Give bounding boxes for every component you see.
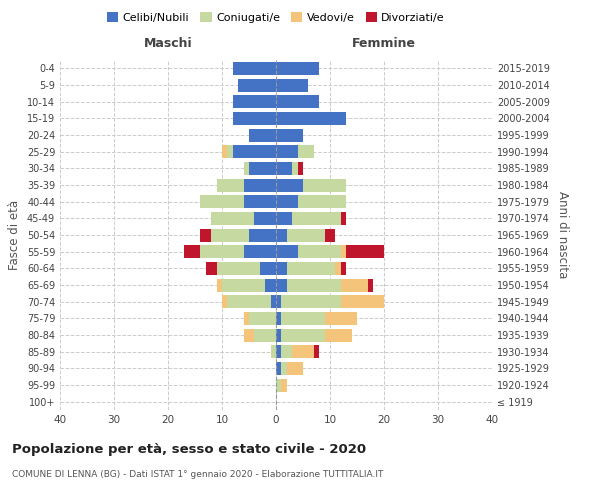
Bar <box>276 262 287 275</box>
Bar <box>276 78 308 92</box>
Bar <box>292 212 341 225</box>
Bar <box>254 212 276 225</box>
Text: COMUNE DI LENNA (BG) - Dati ISTAT 1° gennaio 2020 - Elaborazione TUTTITALIA.IT: COMUNE DI LENNA (BG) - Dati ISTAT 1° gen… <box>12 470 383 479</box>
Bar <box>233 62 276 75</box>
Bar <box>368 278 373 291</box>
Bar <box>265 278 276 291</box>
Bar <box>184 245 200 258</box>
Bar <box>281 345 292 358</box>
Bar <box>341 278 368 291</box>
Bar <box>244 162 249 175</box>
Bar <box>244 178 276 192</box>
Bar <box>276 278 287 291</box>
Text: Popolazione per età, sesso e stato civile - 2020: Popolazione per età, sesso e stato civil… <box>12 442 366 456</box>
Bar <box>276 212 292 225</box>
Bar <box>281 312 325 325</box>
Legend: Celibi/Nubili, Coniugati/e, Vedovi/e, Divorziati/e: Celibi/Nubili, Coniugati/e, Vedovi/e, Di… <box>103 8 449 28</box>
Bar <box>244 245 276 258</box>
Bar <box>276 245 298 258</box>
Bar <box>287 228 325 241</box>
Bar <box>292 345 314 358</box>
Bar <box>222 145 227 158</box>
Bar <box>325 228 335 241</box>
Bar <box>233 95 276 108</box>
Bar <box>287 278 341 291</box>
Bar <box>260 262 276 275</box>
Bar <box>276 228 287 241</box>
Bar <box>303 178 346 192</box>
Bar <box>200 245 244 258</box>
Bar <box>281 378 287 392</box>
Bar <box>244 328 254 342</box>
Bar <box>222 278 265 291</box>
Bar <box>276 128 303 141</box>
Bar <box>276 95 319 108</box>
Bar <box>211 212 254 225</box>
Bar <box>276 62 319 75</box>
Bar <box>249 162 276 175</box>
Bar <box>276 378 281 392</box>
Bar <box>346 245 384 258</box>
Bar <box>341 212 346 225</box>
Bar <box>276 312 281 325</box>
Bar <box>249 228 276 241</box>
Bar <box>292 162 298 175</box>
Bar <box>227 145 233 158</box>
Bar <box>276 328 281 342</box>
Bar <box>249 128 276 141</box>
Bar <box>217 262 260 275</box>
Bar <box>227 295 271 308</box>
Text: Maschi: Maschi <box>143 37 193 50</box>
Bar <box>206 262 217 275</box>
Bar <box>276 345 281 358</box>
Bar <box>341 295 384 308</box>
Bar <box>298 195 346 208</box>
Bar <box>298 245 341 258</box>
Bar <box>244 312 249 325</box>
Bar <box>233 112 276 125</box>
Bar <box>281 295 341 308</box>
Bar <box>244 195 276 208</box>
Bar <box>287 362 303 375</box>
Bar <box>249 312 276 325</box>
Bar <box>276 112 346 125</box>
Bar <box>222 295 227 308</box>
Bar <box>298 162 303 175</box>
Bar <box>276 162 292 175</box>
Bar <box>276 178 303 192</box>
Y-axis label: Anni di nascita: Anni di nascita <box>556 192 569 278</box>
Bar <box>200 228 211 241</box>
Bar <box>287 262 335 275</box>
Bar <box>341 262 346 275</box>
Bar <box>200 195 244 208</box>
Bar <box>314 345 319 358</box>
Bar <box>281 328 325 342</box>
Text: Femmine: Femmine <box>352 37 416 50</box>
Bar <box>335 262 341 275</box>
Bar <box>238 78 276 92</box>
Bar <box>298 145 314 158</box>
Bar <box>217 178 244 192</box>
Bar <box>276 362 281 375</box>
Bar <box>271 345 276 358</box>
Bar <box>233 145 276 158</box>
Bar <box>211 228 249 241</box>
Bar <box>341 245 346 258</box>
Bar <box>271 295 276 308</box>
Bar <box>276 295 281 308</box>
Y-axis label: Fasce di età: Fasce di età <box>8 200 21 270</box>
Bar <box>254 328 276 342</box>
Bar <box>217 278 222 291</box>
Bar <box>325 312 357 325</box>
Bar <box>325 328 352 342</box>
Bar <box>276 195 298 208</box>
Bar <box>281 362 287 375</box>
Bar <box>276 145 298 158</box>
